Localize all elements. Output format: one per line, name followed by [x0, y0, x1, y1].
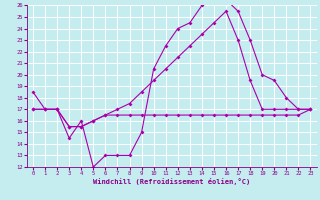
X-axis label: Windchill (Refroidissement éolien,°C): Windchill (Refroidissement éolien,°C) — [93, 178, 250, 185]
